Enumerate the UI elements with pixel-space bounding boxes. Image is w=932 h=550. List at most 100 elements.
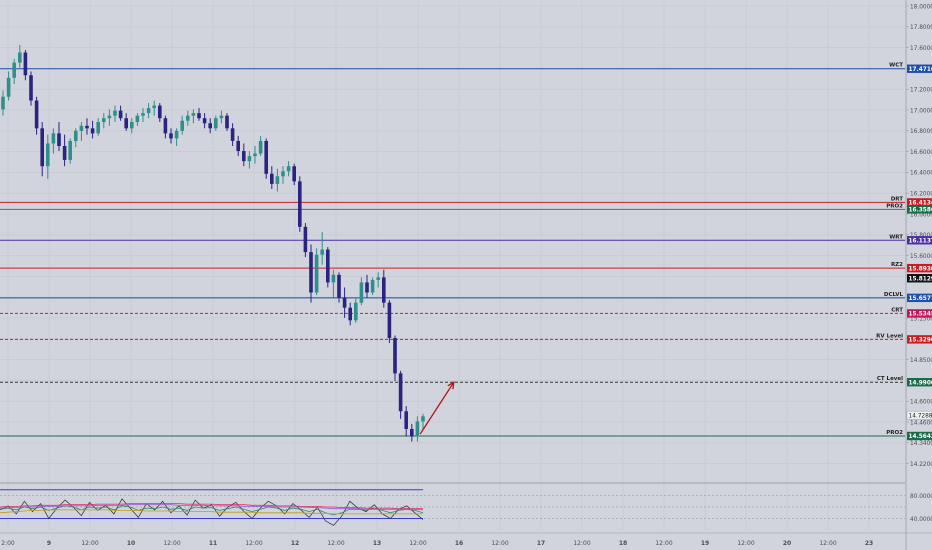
time-tick-label: 9 bbox=[47, 540, 51, 547]
level-value-text: 15.89309 bbox=[909, 266, 932, 272]
price-tick-label: 17.20000 bbox=[910, 88, 932, 94]
candle-body bbox=[202, 118, 207, 124]
time-tick-label: 12:00 bbox=[409, 540, 426, 547]
candle-body bbox=[23, 52, 28, 76]
candle-body bbox=[18, 52, 22, 63]
candle-body bbox=[12, 62, 16, 78]
candle-body bbox=[298, 181, 302, 227]
candle-body bbox=[74, 130, 78, 141]
price-tick-label: 16.80000 bbox=[910, 129, 932, 135]
level-value-text: 15.32906 bbox=[909, 338, 932, 344]
candle-body bbox=[102, 118, 106, 122]
time-tick-label: 17 bbox=[537, 540, 545, 547]
candle-body bbox=[253, 153, 257, 157]
candle-body bbox=[303, 226, 308, 253]
price-tick-label: 17.60000 bbox=[910, 46, 932, 52]
candle-body bbox=[107, 115, 112, 119]
candle-body bbox=[275, 176, 280, 184]
candle-body bbox=[124, 118, 128, 129]
candle-body bbox=[393, 338, 397, 374]
candle-body bbox=[163, 118, 168, 134]
candle-body bbox=[247, 156, 252, 162]
candlestick-series bbox=[1, 44, 425, 442]
level-label: PRO2 bbox=[886, 430, 903, 436]
level-value-badge bbox=[907, 293, 932, 303]
candle-body bbox=[130, 122, 134, 129]
price-tick-label: 17.00000 bbox=[910, 108, 932, 114]
time-tick-label: 13 bbox=[373, 540, 381, 547]
candle-body bbox=[376, 277, 380, 280]
last-price-label: 14.72886 bbox=[909, 413, 932, 419]
candle-body bbox=[68, 140, 72, 160]
price-tick-label: 14.22000 bbox=[910, 462, 932, 468]
level-value-text: 17.47167 bbox=[909, 67, 932, 73]
time-axis[interactable]: 2:00 9 12:00 10 12:00 11 12:00 12 12:00 13 12:00 16… bbox=[0, 532, 932, 547]
candle-body bbox=[51, 133, 56, 144]
level-value-badge bbox=[907, 431, 932, 441]
candle-body bbox=[410, 428, 414, 437]
time-tick-label: 19 bbox=[701, 540, 709, 547]
level-value-text: 15.81294 bbox=[909, 276, 932, 282]
time-tick-label: 12:00 bbox=[655, 540, 672, 547]
candle-body bbox=[29, 75, 33, 101]
time-tick-label: 11 bbox=[209, 540, 217, 547]
time-tick-label: 2:00 bbox=[1, 540, 15, 547]
price-tick-label: 18.00000 bbox=[910, 4, 932, 10]
candle-body bbox=[314, 254, 319, 293]
level-value-badge bbox=[907, 335, 932, 344]
level-value-text: 14.56422 bbox=[909, 434, 932, 440]
candle-body bbox=[236, 140, 240, 152]
candle-body bbox=[264, 140, 268, 174]
candle-body bbox=[219, 115, 224, 119]
level-value-badge bbox=[907, 309, 932, 318]
candle-body bbox=[370, 279, 375, 293]
time-tick-label: 12:00 bbox=[245, 540, 262, 547]
level-value-badge bbox=[907, 274, 932, 283]
candle-body bbox=[382, 277, 386, 303]
level-label: WRT bbox=[889, 234, 903, 240]
level-value-badge bbox=[907, 198, 932, 207]
candle-body bbox=[197, 113, 201, 119]
oscillator-series bbox=[0, 505, 424, 516]
grid-lines bbox=[0, 2, 905, 530]
time-tick-label: 18 bbox=[619, 540, 627, 547]
time-tick-label: 12:00 bbox=[819, 540, 836, 547]
time-tick-label: 12:00 bbox=[573, 540, 590, 547]
level-label: RZ2 bbox=[891, 262, 903, 268]
candle-body bbox=[326, 249, 330, 283]
level-value-text: 15.65776 bbox=[909, 296, 932, 302]
candle-body bbox=[57, 133, 61, 146]
price-tick-label: 16.20000 bbox=[910, 192, 932, 198]
candle-body bbox=[135, 115, 140, 122]
price-tick-label: 14.85000 bbox=[910, 358, 932, 364]
candle-body bbox=[6, 77, 11, 97]
price-tick-label: 15.15000 bbox=[910, 316, 932, 322]
candle-body bbox=[387, 302, 392, 338]
level-label: CT Level bbox=[877, 376, 903, 382]
oscillator-series bbox=[0, 503, 423, 510]
price-tick-label: 15.60000 bbox=[910, 254, 932, 260]
level-label: CRT bbox=[891, 307, 903, 313]
candle-body bbox=[359, 282, 364, 303]
candle-body bbox=[141, 113, 145, 116]
candle-body bbox=[113, 110, 117, 116]
price-tick-label: 14.46000 bbox=[910, 420, 932, 426]
last-price-badge bbox=[906, 410, 932, 420]
projection-arrow bbox=[419, 380, 455, 435]
candle-body bbox=[421, 416, 425, 422]
candle-body bbox=[404, 411, 408, 429]
candle-body bbox=[118, 110, 123, 119]
level-label: PRO2 bbox=[886, 203, 903, 209]
time-tick-label: 23 bbox=[865, 540, 873, 547]
arrow-shaft bbox=[419, 381, 455, 435]
level-badges: 17.47167 16.4134616.35861 16.11370 15.89309… bbox=[907, 64, 932, 441]
candle-body bbox=[191, 113, 196, 116]
candle-body bbox=[180, 120, 184, 131]
candle-body bbox=[146, 108, 151, 114]
level-value-text: 16.35861 bbox=[909, 208, 932, 214]
candle-body bbox=[331, 274, 336, 283]
price-tick-label: 17.80000 bbox=[910, 25, 932, 31]
level-value-badge bbox=[907, 236, 932, 245]
